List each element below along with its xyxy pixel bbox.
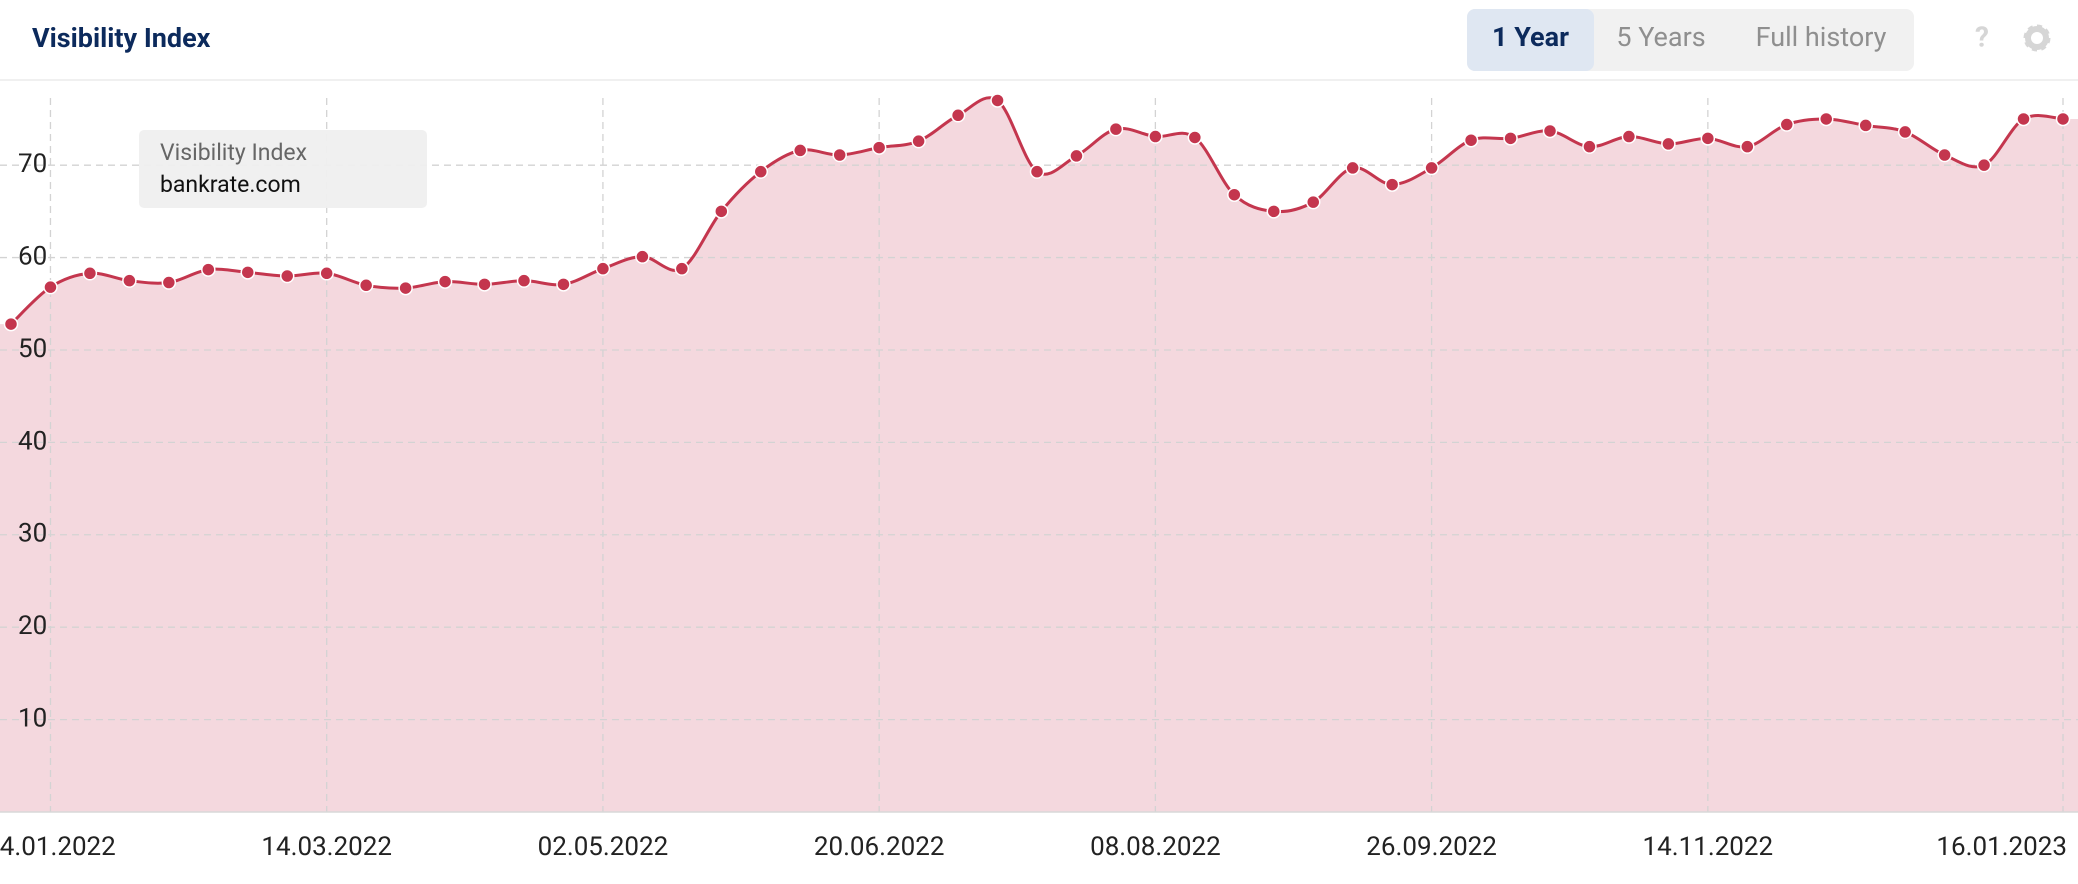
area bbox=[0, 97, 2078, 812]
y-tick-label: 50 bbox=[18, 334, 47, 364]
data-point[interactable] bbox=[1818, 111, 1834, 127]
data-point[interactable] bbox=[990, 93, 1005, 108]
data-point[interactable] bbox=[398, 280, 413, 296]
data-point[interactable] bbox=[1897, 124, 1913, 140]
x-tick-label: 20.06.2022 bbox=[814, 832, 945, 862]
y-tick-label: 60 bbox=[18, 241, 47, 271]
y-tick-label: 40 bbox=[18, 426, 47, 456]
data-point[interactable] bbox=[595, 261, 611, 276]
y-tick-label: 70 bbox=[18, 149, 47, 179]
x-tick-label: 02.05.2022 bbox=[538, 832, 669, 862]
y-tick-label: 30 bbox=[18, 519, 47, 549]
data-point[interactable] bbox=[1661, 136, 1676, 152]
data-point[interactable] bbox=[1266, 204, 1282, 219]
data-point[interactable] bbox=[201, 262, 216, 277]
data-point[interactable] bbox=[635, 249, 650, 264]
data-point[interactable] bbox=[1582, 139, 1597, 154]
data-point[interactable] bbox=[43, 279, 58, 295]
data-point[interactable] bbox=[1858, 118, 1873, 133]
button-active-bg bbox=[1467, 9, 1594, 71]
data-point[interactable] bbox=[556, 277, 571, 292]
data-point[interactable] bbox=[122, 273, 137, 288]
data-point[interactable] bbox=[3, 316, 19, 332]
data-point[interactable] bbox=[82, 266, 98, 281]
help-icon[interactable]: ? bbox=[1975, 20, 1989, 53]
x-tick-label: 14.03.2022 bbox=[261, 832, 392, 862]
y-tick-label: 20 bbox=[18, 611, 47, 641]
data-point[interactable] bbox=[1424, 160, 1439, 176]
data-point[interactable] bbox=[1384, 177, 1400, 192]
data-point[interactable] bbox=[279, 268, 295, 284]
data-point[interactable] bbox=[1108, 121, 1124, 137]
data-point[interactable] bbox=[1779, 117, 1795, 132]
data-point[interactable] bbox=[1345, 160, 1360, 176]
data-point[interactable] bbox=[832, 147, 847, 163]
data-point[interactable] bbox=[871, 140, 887, 155]
range-button[interactable]: Full history bbox=[1756, 21, 1887, 53]
data-point[interactable] bbox=[2016, 111, 2031, 127]
data-point[interactable] bbox=[1227, 187, 1242, 202]
data-point[interactable] bbox=[2055, 111, 2071, 127]
data-point[interactable] bbox=[1542, 123, 1558, 139]
range-switch: 1 Year 5 Years Full history bbox=[1467, 9, 1914, 71]
x-tick-label: 16.01.2023 bbox=[1936, 832, 2067, 862]
data-point[interactable] bbox=[1976, 157, 1992, 173]
gear-ring bbox=[2025, 26, 2049, 50]
y-tick-label: 10 bbox=[18, 703, 47, 733]
x-tick-label: 08.08.2022 bbox=[1090, 832, 1221, 862]
data-point[interactable] bbox=[1503, 131, 1518, 146]
tooltip-box bbox=[139, 130, 427, 208]
data-point[interactable] bbox=[477, 277, 492, 292]
data-point[interactable] bbox=[1621, 129, 1637, 144]
data-point[interactable] bbox=[161, 275, 177, 290]
chart-title: Visibility Index bbox=[32, 22, 211, 54]
x-tick-label: 26.09.2022 bbox=[1366, 832, 1497, 862]
tooltip-title: Visibility Index bbox=[160, 139, 307, 166]
x-tick-label: 14.11.2022 bbox=[1643, 832, 1774, 862]
data-point[interactable] bbox=[950, 108, 966, 123]
data-point[interactable] bbox=[516, 273, 532, 288]
data-point[interactable] bbox=[674, 261, 690, 276]
data-point[interactable] bbox=[437, 274, 453, 289]
data-point[interactable] bbox=[1740, 139, 1755, 154]
range-button[interactable]: 5 Years bbox=[1616, 21, 1705, 53]
data-point[interactable] bbox=[1069, 148, 1084, 164]
data-point[interactable] bbox=[1700, 131, 1716, 146]
data-point[interactable] bbox=[1463, 132, 1479, 148]
plot-area: 10 20 30 40 50 60 70 24.01.2022 14.03.2022 02.05.… bbox=[0, 93, 2078, 862]
settings-icon[interactable] bbox=[2023, 24, 2051, 52]
data-point[interactable] bbox=[1187, 130, 1203, 145]
data-point[interactable] bbox=[1937, 147, 1952, 163]
legend-entry: bankrate.com bbox=[160, 171, 301, 198]
data-point[interactable] bbox=[1029, 164, 1045, 179]
data-point[interactable] bbox=[358, 278, 374, 293]
data-point[interactable] bbox=[714, 204, 729, 219]
data-point[interactable] bbox=[792, 143, 808, 158]
data-point[interactable] bbox=[319, 266, 334, 281]
data-point[interactable] bbox=[911, 133, 926, 149]
data-point[interactable] bbox=[1305, 194, 1321, 210]
x-tick-label: 24.01.2022 bbox=[0, 832, 116, 862]
data-point[interactable] bbox=[753, 164, 769, 179]
data-point[interactable] bbox=[240, 265, 256, 280]
data-point[interactable] bbox=[1148, 129, 1163, 144]
range-button[interactable]: 1 Year bbox=[1492, 21, 1569, 53]
